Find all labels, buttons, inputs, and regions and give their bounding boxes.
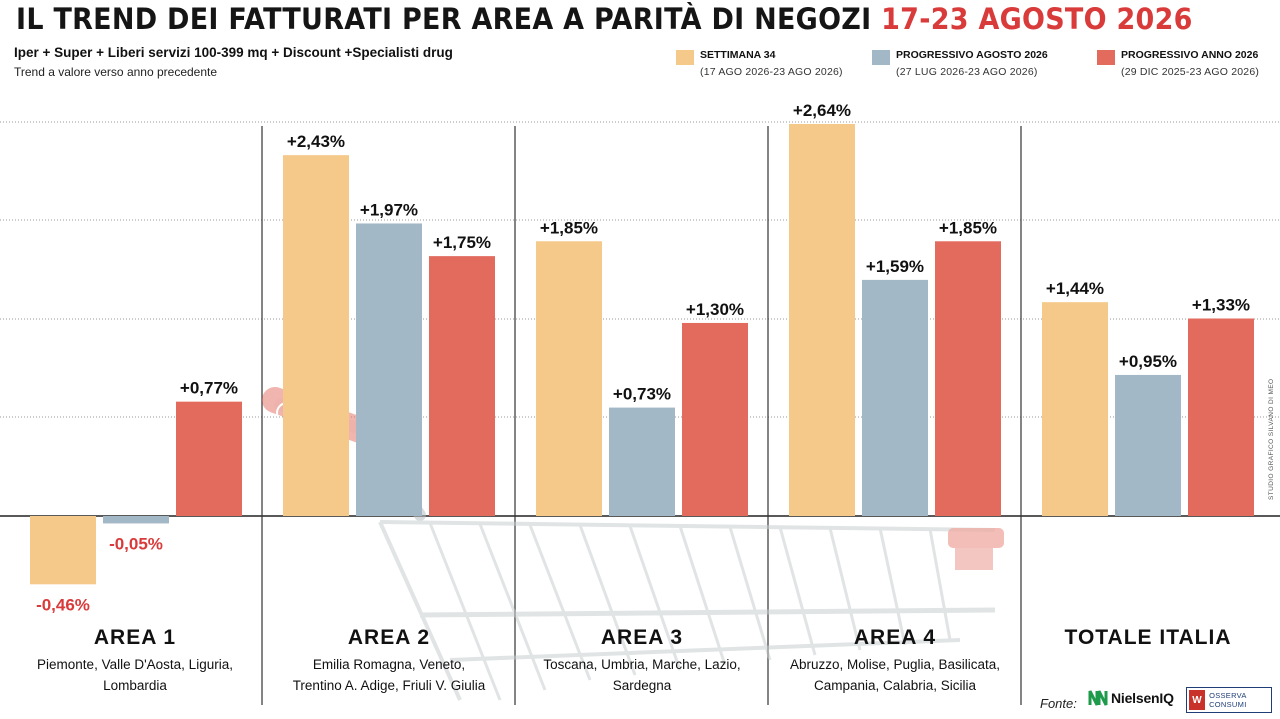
title-highlight: 17-23 AGOSTO 2026 bbox=[881, 2, 1193, 36]
osserva-consumi-logo: W OSSERVA CONSUMI bbox=[1186, 687, 1272, 713]
value-label: +1,59% bbox=[866, 257, 924, 276]
bar-3-0 bbox=[789, 123, 855, 517]
legend-label: PROGRESSIVO ANNO 2026 bbox=[1121, 49, 1259, 61]
value-label: +2,64% bbox=[793, 101, 851, 120]
bar-2-1 bbox=[609, 407, 675, 516]
value-label: +0,73% bbox=[613, 385, 671, 404]
area-regions-line: Campania, Calabria, Sicilia bbox=[813, 678, 977, 693]
value-label: +0,95% bbox=[1119, 352, 1177, 371]
area-3-name: AREA 3 bbox=[600, 626, 684, 649]
bar-1-0 bbox=[283, 155, 349, 516]
legend-swatch-settimana bbox=[676, 50, 694, 65]
bar-4-1 bbox=[1115, 374, 1181, 516]
area-1-name: AREA 1 bbox=[93, 626, 177, 649]
legend-swatch-anno bbox=[1097, 50, 1115, 65]
bar-1-2 bbox=[429, 256, 495, 516]
area-4-regions: Abruzzo, Molise, Puglia, Basilicata, Camp… bbox=[769, 654, 1021, 696]
area-regions-line: Trentino A. Adige, Friuli V. Giulia bbox=[292, 678, 486, 693]
legend-sublabel: (27 LUG 2026-23 AGO 2026) bbox=[896, 66, 1038, 78]
legend-label: SETTIMANA 34 bbox=[700, 49, 776, 61]
nielsen-mark-icon bbox=[1088, 690, 1108, 706]
value-label: +1,30% bbox=[686, 300, 744, 319]
area-3-regions: Toscana, Umbria, Marche, Lazio, Sardegna bbox=[516, 654, 768, 696]
value-label: +0,77% bbox=[180, 379, 238, 398]
bar-3-2 bbox=[935, 241, 1001, 516]
bar-0-0 bbox=[30, 516, 96, 585]
area-1-regions: Piemonte, Valle D'Aosta, Liguria, Lombard… bbox=[10, 654, 260, 696]
area-2-regions: Emilia Romagna, Veneto, Trentino A. Adige… bbox=[263, 654, 515, 696]
area-regions-line: Sardegna bbox=[612, 678, 672, 693]
bar-2-2 bbox=[682, 322, 748, 516]
bar-4-2 bbox=[1188, 318, 1254, 516]
value-label: +1,75% bbox=[433, 233, 491, 252]
osserva-mark-icon: W bbox=[1189, 690, 1206, 710]
legend-swatch-agosto bbox=[872, 50, 890, 65]
chart-bars bbox=[30, 123, 1254, 585]
legend-sublabel: (29 DIC 2025-23 AGO 2026) bbox=[1121, 66, 1260, 78]
value-label: +1,85% bbox=[540, 218, 598, 237]
chart-title: IL TREND DEI FATTURATI PER AREA A PARITÀ… bbox=[16, 2, 1193, 36]
area-regions-line: Abruzzo, Molise, Puglia, Basilicata, bbox=[789, 657, 1001, 672]
value-label: +1,85% bbox=[939, 218, 997, 237]
value-label: +1,97% bbox=[360, 200, 418, 219]
legend-sublabel: (17 AGO 2026-23 AGO 2026) bbox=[700, 66, 843, 78]
bar-1-1 bbox=[356, 223, 422, 516]
bar-3-1 bbox=[862, 279, 928, 516]
area-2-name: AREA 2 bbox=[347, 626, 431, 649]
bar-4-0 bbox=[1042, 302, 1108, 516]
nielsen-text: NielsenIQ bbox=[1111, 690, 1174, 706]
bar-0-1 bbox=[103, 516, 169, 524]
value-label: -0,46% bbox=[36, 595, 90, 614]
value-label: +2,43% bbox=[287, 132, 345, 151]
value-label: +1,33% bbox=[1192, 295, 1250, 314]
nielsen-logo: NielsenIQ bbox=[1088, 689, 1174, 707]
legend-label: PROGRESSIVO AGOSTO 2026 bbox=[896, 49, 1048, 61]
bar-2-0 bbox=[536, 241, 602, 516]
area-regions-line: Piemonte, Valle D'Aosta, Liguria, bbox=[37, 657, 233, 672]
area-regions-line: Toscana, Umbria, Marche, Lazio, bbox=[543, 657, 741, 672]
value-label: -0,05% bbox=[109, 534, 163, 553]
value-label: +1,44% bbox=[1046, 279, 1104, 298]
area-regions-line: Emilia Romagna, Veneto, bbox=[312, 657, 466, 672]
area-4-name: AREA 4 bbox=[853, 626, 937, 649]
bar-0-2 bbox=[176, 401, 242, 516]
chart-subtitle-2: Trend a valore verso anno precedente bbox=[14, 65, 218, 79]
osserva-text: OSSERVA CONSUMI bbox=[1209, 691, 1247, 709]
source-label: Fonte: bbox=[1040, 696, 1077, 711]
chart-value-labels: -0,46% +2,43% +1,85% +2,64% +1,44% -0,05% +1,9… bbox=[36, 101, 1250, 614]
totale-italia-name: TOTALE ITALIA bbox=[1064, 626, 1232, 649]
chart-subtitle: Iper + Super + Liberi servizi 100-399 mq… bbox=[14, 45, 453, 60]
area-regions-line: Lombardia bbox=[103, 678, 167, 693]
graphic-credit: STUDIO GRAFICO SILVANO DI MEO bbox=[1268, 378, 1275, 500]
title-main: IL TREND DEI FATTURATI PER AREA A PARITÀ… bbox=[16, 2, 872, 36]
